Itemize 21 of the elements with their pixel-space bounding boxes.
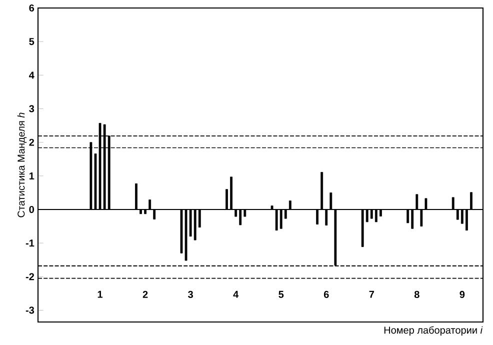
y-tick-label: -3 [26, 306, 34, 314]
x-tick-label: 1 [98, 290, 103, 298]
x-tick-label: 6 [324, 290, 329, 298]
y-tick-label: -2 [26, 273, 34, 280]
x-tick-label: 9 [460, 290, 465, 298]
y-tick-label: 5 [29, 38, 34, 46]
y-tick-label: 6 [29, 4, 34, 12]
x-tick-label: 8 [414, 290, 420, 298]
x-tick-label: 4 [233, 290, 239, 298]
x-axis-title: Номер лаборатории i [384, 326, 483, 336]
x-tick-label: 7 [369, 290, 374, 298]
y-tick-label: 4 [28, 72, 34, 79]
y-tick-label: 3 [29, 105, 34, 112]
y-tick-label: -1 [26, 240, 34, 247]
y-axis-title: Статистика Манделя h [17, 112, 27, 218]
y-tick-label: 2 [29, 138, 34, 146]
x-tick-label: 3 [188, 290, 193, 298]
x-tick-label: 2 [142, 290, 148, 298]
y-tick-label: 0 [29, 206, 34, 214]
y-tick-label: 1 [29, 172, 34, 180]
x-tick-label: 5 [278, 290, 284, 298]
